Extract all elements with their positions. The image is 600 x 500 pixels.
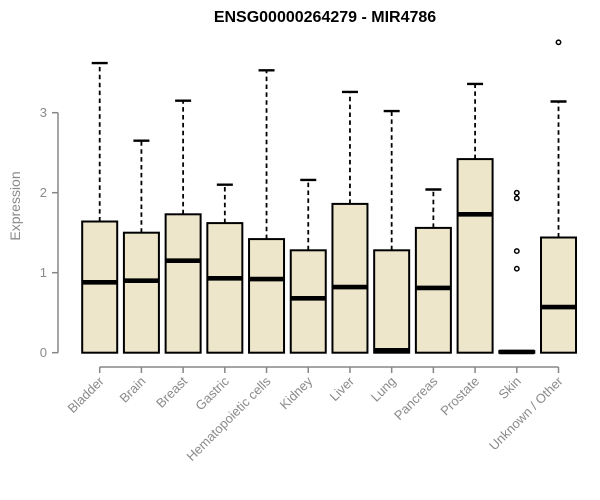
outlier-point (513, 248, 520, 255)
x-tick-label: Gastric (192, 373, 232, 413)
boxplot-kidney (289, 178, 327, 354)
outlier-point (513, 189, 520, 196)
chart-title: ENSG00000264279 - MIR4786 (214, 9, 436, 26)
box (248, 238, 286, 354)
y-axis-label: Expression (7, 171, 23, 240)
boxplot-breast (164, 99, 202, 354)
boxplot-skin (498, 189, 536, 355)
x-tick-label: Breast (153, 373, 190, 410)
boxplot-unknown-other (540, 39, 578, 354)
boxplot-lung (373, 109, 411, 354)
box (81, 220, 119, 354)
boxplot-prostate (456, 82, 494, 354)
boxplot-pancreas (414, 188, 452, 354)
box (122, 231, 160, 354)
box (289, 249, 327, 354)
y-axis: 0 1 2 3 (40, 105, 59, 360)
boxplot-brain (122, 139, 160, 354)
x-tick-label: Kidney (277, 373, 316, 412)
box (414, 226, 452, 354)
box (331, 202, 369, 354)
outlier-point (555, 39, 562, 46)
x-tick-label: Liver (327, 373, 358, 404)
y-tick-label: 1 (40, 265, 47, 280)
box (456, 158, 494, 354)
x-tick-label: Prostate (437, 374, 482, 419)
box (540, 236, 578, 354)
boxplot-liver (331, 90, 369, 354)
boxplot-series (81, 39, 578, 355)
outlier-point (513, 265, 520, 272)
x-tick-label: Bladder (65, 373, 108, 416)
y-tick-label: 2 (40, 185, 47, 200)
boxplot-hematopoietic-cells (248, 69, 286, 354)
outlier-point (513, 195, 520, 202)
boxplot-bladder (81, 61, 119, 354)
y-tick-label: 0 (40, 345, 47, 360)
x-tick-label: Pancreas (391, 373, 441, 423)
x-tick-label: Unknown / Other (486, 373, 566, 453)
boxplot-gastric (206, 183, 244, 354)
box (373, 249, 411, 354)
x-tick-label: Lung (368, 374, 399, 405)
y-tick-label: 3 (40, 105, 47, 120)
x-tick-label: Brain (116, 374, 148, 406)
box (164, 213, 202, 354)
x-tick-label: Skin (495, 374, 523, 402)
box (206, 222, 244, 354)
